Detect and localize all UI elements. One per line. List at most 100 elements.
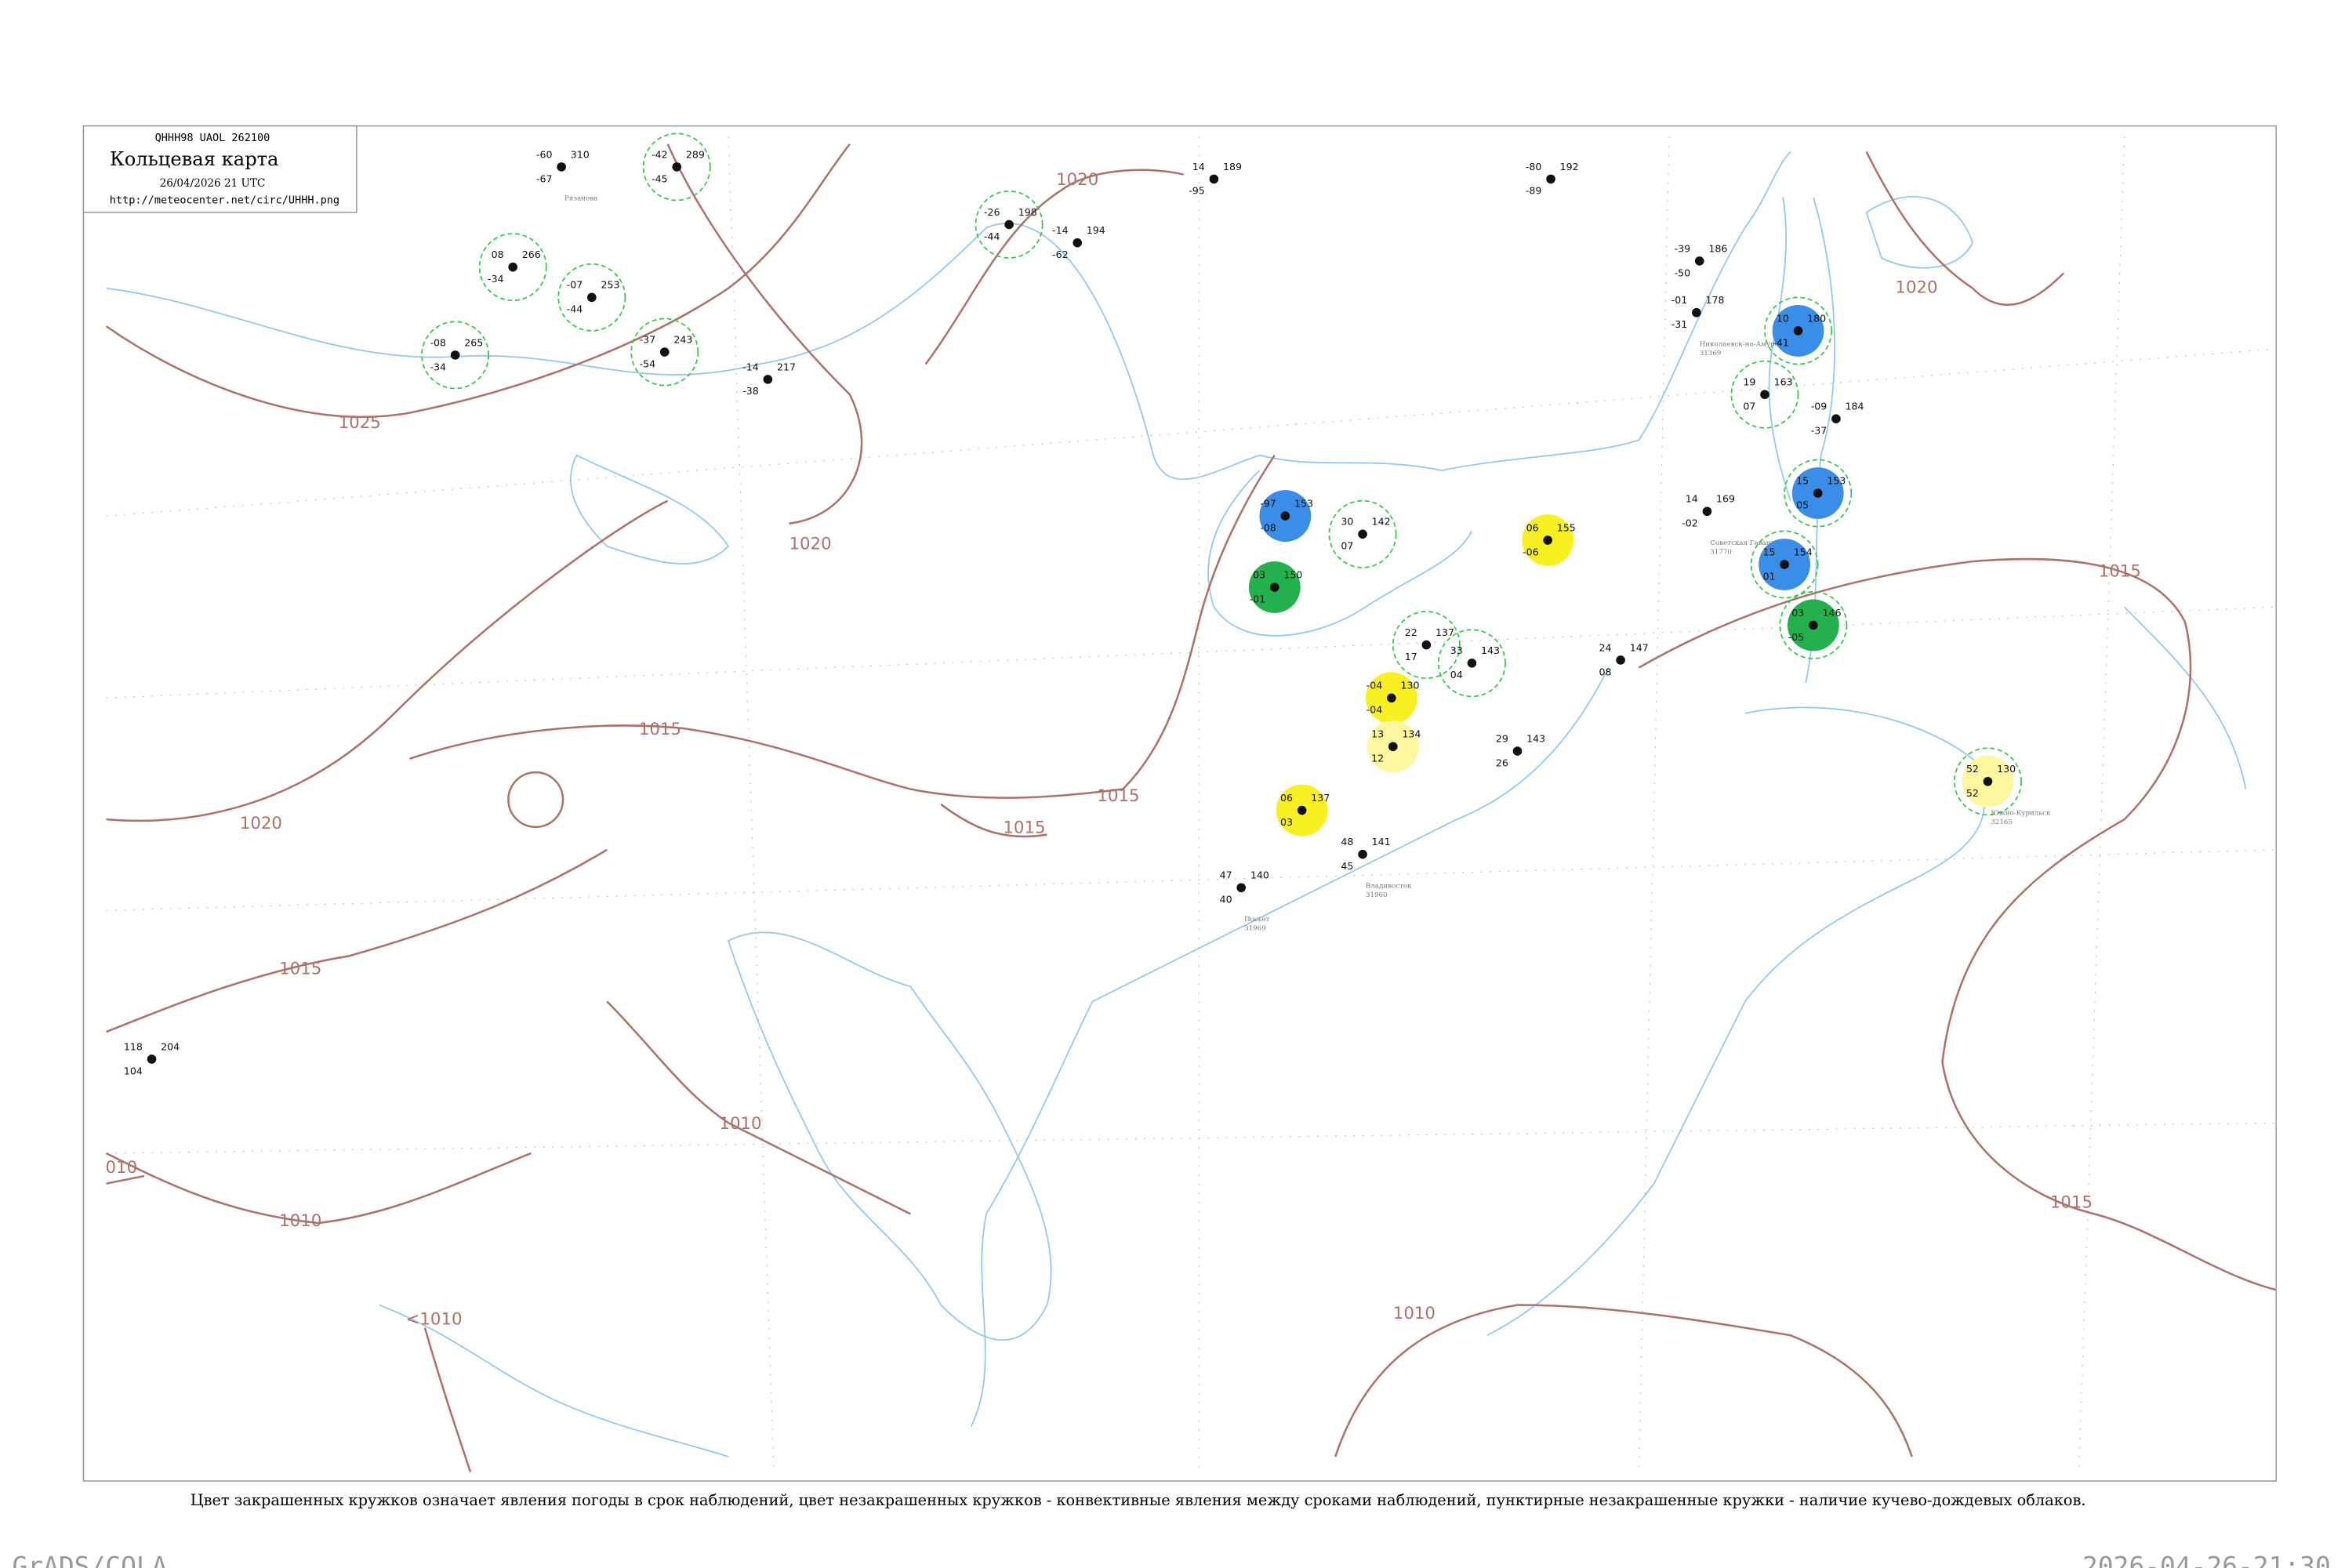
station-dot [1421, 640, 1432, 650]
cb-ring [630, 318, 699, 387]
station: 13 134 12 [1367, 720, 1421, 773]
temperature: -39 [1675, 242, 1691, 254]
station-dot [1387, 693, 1396, 703]
pressure: 243 [673, 333, 692, 345]
station-dot [1780, 560, 1789, 569]
temperature: 08 [492, 249, 504, 260]
station: -08 265 -34 [421, 321, 490, 390]
station-dot [1270, 583, 1279, 592]
station-dot [1809, 620, 1818, 630]
temperature: -04 [1367, 680, 1383, 691]
station: -37 243 -54 [630, 318, 699, 387]
pressure: 192 [1560, 161, 1579, 172]
isobar-label: 1010 [1393, 1304, 1436, 1323]
island [1865, 195, 1974, 269]
station-dot [1543, 535, 1552, 545]
temperature: 29 [1496, 732, 1508, 744]
station: -80 192 -89 [1526, 161, 1579, 197]
temperature: 30 [1341, 516, 1353, 528]
isobar [606, 1000, 911, 1215]
temperature: 47 [1220, 869, 1232, 881]
cb-ring [478, 233, 547, 302]
temperature: 13 [1371, 728, 1384, 740]
station-dot [1388, 742, 1398, 752]
footer-note: Цвет закрашенных кружков означает явлени… [191, 1491, 2086, 1509]
station-dot [1760, 390, 1769, 400]
station-dot [1831, 414, 1841, 424]
temperature: 19 [1743, 376, 1755, 388]
station-dot [1813, 488, 1823, 498]
pressure: 143 [1526, 732, 1545, 744]
cb-ring [975, 191, 1044, 259]
station-dot [1004, 220, 1014, 230]
station: -42 289 -45 [642, 132, 711, 201]
temperature: 06 [1526, 521, 1539, 533]
pressure: 163 [1774, 376, 1793, 388]
station-dot [672, 162, 682, 172]
station-dot [1280, 511, 1290, 521]
station: 15 153 05 [1784, 459, 1853, 528]
temperature: 10 [1777, 312, 1789, 324]
pressure: 150 [1283, 568, 1302, 580]
isobar [1122, 454, 1276, 790]
map-frame [82, 125, 2277, 1482]
station: -01 178 -31 Николаевск-на-Амуре 31369 [1671, 294, 1779, 358]
pressure: 217 [777, 361, 796, 372]
cb-ring [642, 132, 711, 201]
station-dot [1073, 238, 1082, 248]
pressure: 180 [1807, 312, 1826, 324]
station: -97 153 -08 [1259, 490, 1313, 542]
temperature: -42 [652, 148, 668, 160]
cb-ring [1954, 747, 2022, 816]
isobar-label: 1020 [240, 814, 282, 833]
station-dot [508, 262, 517, 272]
station-dot [1358, 529, 1367, 539]
isobar [105, 143, 851, 419]
dewpoint: -41 [1773, 336, 1789, 348]
station-index: 31969 [1244, 924, 1266, 932]
dewpoint: -01 [1250, 593, 1266, 604]
dewpoint: -62 [1052, 249, 1069, 260]
coastline [106, 151, 1791, 480]
station-dot [1467, 659, 1477, 668]
dewpoint: -95 [1189, 185, 1205, 197]
station: 08 266 -34 [478, 233, 547, 302]
station: 24 147 08 [1599, 641, 1648, 677]
dewpoint: -54 [640, 358, 656, 369]
cb-ring [1779, 590, 1848, 659]
pressure: 178 [1705, 294, 1724, 306]
isobar-label: 1010 [279, 1211, 321, 1231]
temperature: -37 [640, 333, 656, 345]
dewpoint: -45 [652, 172, 668, 184]
temperature: 15 [1763, 546, 1776, 557]
temperature: -60 [536, 148, 553, 160]
pressure: 253 [601, 279, 619, 291]
station: -14 194 -62 [1052, 224, 1105, 260]
isobar [1334, 1304, 1913, 1457]
station: 29 143 26 [1496, 732, 1545, 768]
temperature: 22 [1405, 626, 1417, 638]
dewpoint: 03 [1280, 816, 1293, 828]
isobar [924, 169, 1184, 365]
timestamp: 2026-04-26-21:30 [2082, 1551, 2331, 1568]
lake [570, 454, 730, 564]
pressure: 155 [1557, 521, 1576, 533]
station-dot [1793, 326, 1803, 336]
isobar [423, 1327, 472, 1472]
isobar-label: 1015 [279, 960, 321, 979]
station: 06 155 -06 [1522, 514, 1576, 566]
station-name: Посьет [1244, 916, 1270, 924]
header-box [82, 125, 358, 213]
pressure: 154 [1794, 546, 1813, 557]
isobar [106, 848, 608, 1033]
pressure: 169 [1716, 493, 1735, 505]
temperature: 06 [1280, 792, 1293, 804]
korea [727, 931, 1052, 1341]
isobar [1941, 1062, 2277, 1291]
station: -14 217 -38 [742, 361, 796, 397]
isobar-label: 1025 [339, 413, 381, 433]
isobar-label: 1020 [1056, 170, 1098, 190]
temperature: 118 [124, 1040, 143, 1052]
